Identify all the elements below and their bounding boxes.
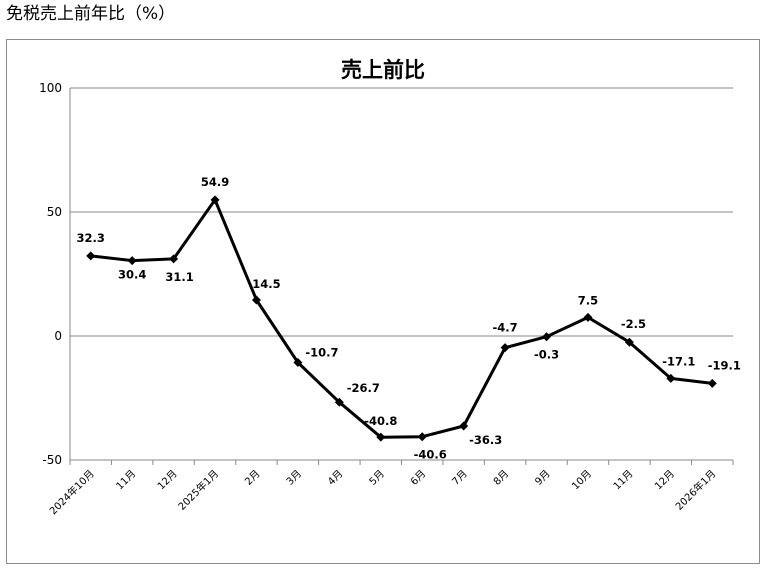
x-tick-label: 11月 xyxy=(114,468,139,493)
data-point-marker xyxy=(334,397,344,407)
data-label: -40.8 xyxy=(364,414,397,428)
x-tick-label: 10月 xyxy=(570,468,595,493)
y-tick-label: -50 xyxy=(42,453,62,467)
y-tick-label: 50 xyxy=(47,205,62,219)
data-point-marker xyxy=(500,343,510,353)
y-tick-label: 0 xyxy=(54,329,62,343)
page-heading: 免税売上前年比（%） xyxy=(6,4,176,24)
data-label: -10.7 xyxy=(305,346,338,360)
data-point-marker xyxy=(376,432,386,442)
data-label: -19.1 xyxy=(708,358,741,372)
data-point-marker xyxy=(169,254,179,264)
x-tick-label: 2024年10月 xyxy=(47,467,97,517)
x-tick-label: 2月 xyxy=(243,468,263,488)
data-point-marker xyxy=(583,312,593,322)
data-label: 14.5 xyxy=(252,277,280,291)
data-point-marker xyxy=(459,421,469,431)
data-label: -0.3 xyxy=(534,348,559,362)
x-tick-label: 9月 xyxy=(533,468,553,488)
data-label: -26.7 xyxy=(347,381,380,395)
x-tick-label: 8月 xyxy=(491,468,511,488)
data-label: -40.6 xyxy=(414,448,447,462)
x-tick-label: 3月 xyxy=(284,468,304,488)
x-tick-label: 12月 xyxy=(155,468,180,493)
data-point-marker xyxy=(417,432,427,442)
data-point-marker xyxy=(127,256,137,266)
data-point-marker xyxy=(542,332,552,342)
x-tick-label: 2025年1月 xyxy=(175,467,221,513)
chart-frame xyxy=(6,39,760,564)
data-label: 32.3 xyxy=(77,231,105,245)
data-label: -2.5 xyxy=(621,317,646,331)
data-point-marker xyxy=(251,295,261,305)
data-label: -36.3 xyxy=(469,433,502,447)
data-label: 31.1 xyxy=(165,270,193,284)
x-tick-label: 6月 xyxy=(408,468,428,488)
x-tick-label: 7月 xyxy=(450,468,470,488)
data-label: -17.1 xyxy=(662,354,695,368)
x-tick-label: 4月 xyxy=(325,468,345,488)
data-label: -4.7 xyxy=(493,321,518,335)
data-point-marker xyxy=(666,373,676,383)
data-point-marker xyxy=(210,195,220,205)
data-point-marker xyxy=(293,358,303,368)
x-tick-label: 5月 xyxy=(367,468,387,488)
x-tick-label: 12月 xyxy=(652,468,677,493)
data-label: 30.4 xyxy=(118,268,146,282)
data-label: 7.5 xyxy=(578,293,598,307)
data-point-marker xyxy=(86,251,96,261)
y-tick-label: 100 xyxy=(39,81,62,95)
data-point-marker xyxy=(624,337,634,347)
series-line xyxy=(90,198,713,439)
data-label: 54.9 xyxy=(201,175,229,189)
x-tick-label: 2026年1月 xyxy=(673,467,719,513)
data-point-marker xyxy=(707,378,717,388)
chart-title: 売上前比 xyxy=(341,58,425,82)
x-tick-label: 11月 xyxy=(611,468,636,493)
